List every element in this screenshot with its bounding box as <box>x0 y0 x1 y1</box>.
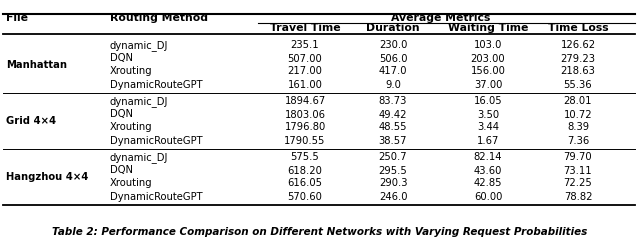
Text: 230.0: 230.0 <box>379 41 407 50</box>
Text: Routing Method: Routing Method <box>110 13 208 23</box>
Text: 295.5: 295.5 <box>379 166 408 175</box>
Text: 250.7: 250.7 <box>379 153 407 163</box>
Text: Xrouting: Xrouting <box>110 123 152 133</box>
Text: DQN: DQN <box>110 109 133 120</box>
Text: Manhattan: Manhattan <box>6 60 67 70</box>
Text: 3.44: 3.44 <box>477 123 499 133</box>
Text: 72.25: 72.25 <box>564 179 593 188</box>
Text: 37.00: 37.00 <box>474 79 502 90</box>
Text: DynamicRouteGPT: DynamicRouteGPT <box>110 79 203 90</box>
Text: 42.85: 42.85 <box>474 179 502 188</box>
Text: 10.72: 10.72 <box>564 109 592 120</box>
Text: 126.62: 126.62 <box>561 41 596 50</box>
Text: 9.0: 9.0 <box>385 79 401 90</box>
Text: Xrouting: Xrouting <box>110 179 152 188</box>
Text: File: File <box>6 13 28 23</box>
Text: Travel Time: Travel Time <box>269 23 340 33</box>
Text: Waiting Time: Waiting Time <box>448 23 528 33</box>
Text: 1803.06: 1803.06 <box>285 109 326 120</box>
Text: 16.05: 16.05 <box>474 96 502 107</box>
Text: 83.73: 83.73 <box>379 96 407 107</box>
Text: DQN: DQN <box>110 53 133 63</box>
Text: Table 2: Performance Comparison on Different Networks with Varying Request Proba: Table 2: Performance Comparison on Diffe… <box>52 227 588 237</box>
Text: Xrouting: Xrouting <box>110 66 152 77</box>
Text: 1790.55: 1790.55 <box>284 136 326 145</box>
Text: 217.00: 217.00 <box>287 66 323 77</box>
Text: 38.57: 38.57 <box>379 136 407 145</box>
Text: Hangzhou 4×4: Hangzhou 4×4 <box>6 172 88 182</box>
Text: Grid 4×4: Grid 4×4 <box>6 116 56 126</box>
Text: 417.0: 417.0 <box>379 66 407 77</box>
Text: 506.0: 506.0 <box>379 53 407 63</box>
Text: 1796.80: 1796.80 <box>284 123 326 133</box>
Text: 218.63: 218.63 <box>561 66 595 77</box>
Text: Time Loss: Time Loss <box>548 23 608 33</box>
Text: 161.00: 161.00 <box>287 79 323 90</box>
Text: 82.14: 82.14 <box>474 153 502 163</box>
Text: 78.82: 78.82 <box>564 191 592 201</box>
Text: 3.50: 3.50 <box>477 109 499 120</box>
Text: 290.3: 290.3 <box>379 179 407 188</box>
Text: 246.0: 246.0 <box>379 191 407 201</box>
Text: dynamic_DJ: dynamic_DJ <box>110 96 168 107</box>
Text: 73.11: 73.11 <box>564 166 592 175</box>
Text: 235.1: 235.1 <box>291 41 319 50</box>
Text: Duration: Duration <box>366 23 420 33</box>
Text: 507.00: 507.00 <box>287 53 323 63</box>
Text: 43.60: 43.60 <box>474 166 502 175</box>
Text: 103.0: 103.0 <box>474 41 502 50</box>
Text: 1.67: 1.67 <box>477 136 499 145</box>
Text: 8.39: 8.39 <box>567 123 589 133</box>
Text: 1894.67: 1894.67 <box>284 96 326 107</box>
Text: 28.01: 28.01 <box>564 96 592 107</box>
Text: 55.36: 55.36 <box>564 79 592 90</box>
Text: DynamicRouteGPT: DynamicRouteGPT <box>110 136 203 145</box>
Text: 48.55: 48.55 <box>379 123 407 133</box>
Text: DynamicRouteGPT: DynamicRouteGPT <box>110 191 203 201</box>
Text: 570.60: 570.60 <box>287 191 323 201</box>
Text: 279.23: 279.23 <box>561 53 595 63</box>
Text: Average Metrics: Average Metrics <box>391 13 491 23</box>
Text: 7.36: 7.36 <box>567 136 589 145</box>
Text: 60.00: 60.00 <box>474 191 502 201</box>
Text: 616.05: 616.05 <box>287 179 323 188</box>
Text: dynamic_DJ: dynamic_DJ <box>110 152 168 163</box>
Text: 79.70: 79.70 <box>564 153 592 163</box>
Text: dynamic_DJ: dynamic_DJ <box>110 40 168 51</box>
Text: 575.5: 575.5 <box>291 153 319 163</box>
Text: 49.42: 49.42 <box>379 109 407 120</box>
Text: 618.20: 618.20 <box>287 166 323 175</box>
Text: 203.00: 203.00 <box>470 53 506 63</box>
Text: 156.00: 156.00 <box>470 66 506 77</box>
Text: DQN: DQN <box>110 166 133 175</box>
